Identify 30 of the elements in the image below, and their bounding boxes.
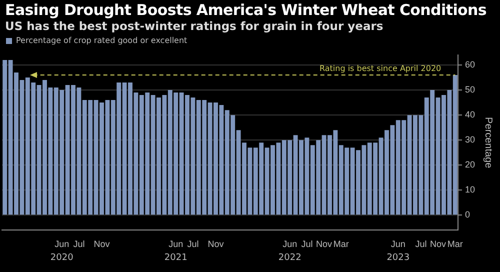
y-tick-label: 40: [464, 110, 476, 120]
text: 2021: [164, 253, 188, 264]
x-tick-label: Jun: [168, 239, 184, 250]
legend-label: Percentage of crop rated good or excellent: [16, 36, 188, 46]
x-tick-label: Jun: [390, 239, 406, 250]
y-tick-label: 20: [464, 160, 476, 170]
x-tick-label: Nov: [94, 239, 110, 250]
y-tick-label: 10: [464, 184, 476, 195]
x-tick-label: Jul: [415, 239, 427, 250]
x-tick-label: Jul: [301, 239, 313, 250]
chart-title: Easing Drought Boosts America's Winter Wheat Conditions: [4, 0, 488, 19]
y-tick-label: 60: [464, 59, 476, 70]
text: 2020: [50, 253, 74, 264]
text: 2023: [386, 253, 410, 264]
y-axis-title: Percentage: [482, 117, 494, 169]
x-tick-label: Nov: [430, 239, 447, 250]
x-tick-label: Nov: [316, 239, 333, 250]
ref-line-label: Rating is best since April 2020: [320, 64, 442, 74]
x-tick-label: Jul: [73, 239, 85, 250]
y-tick-label: 50: [464, 84, 476, 95]
x-tick-label: Nov: [208, 239, 224, 250]
x-tick-label: Mar: [333, 239, 349, 250]
x-tick-label: Jun: [282, 239, 298, 250]
chart-subtitle: US has the best post-winter ratings for grain in four years: [4, 19, 384, 33]
y-tick-label: 0: [464, 210, 470, 220]
y-tick-label: 30: [464, 134, 476, 145]
x-tick-label: Mar: [447, 239, 463, 250]
x-tick-label: Jul: [187, 239, 199, 250]
x-tick-label: Jun: [54, 239, 70, 250]
text: 2022: [278, 253, 302, 264]
